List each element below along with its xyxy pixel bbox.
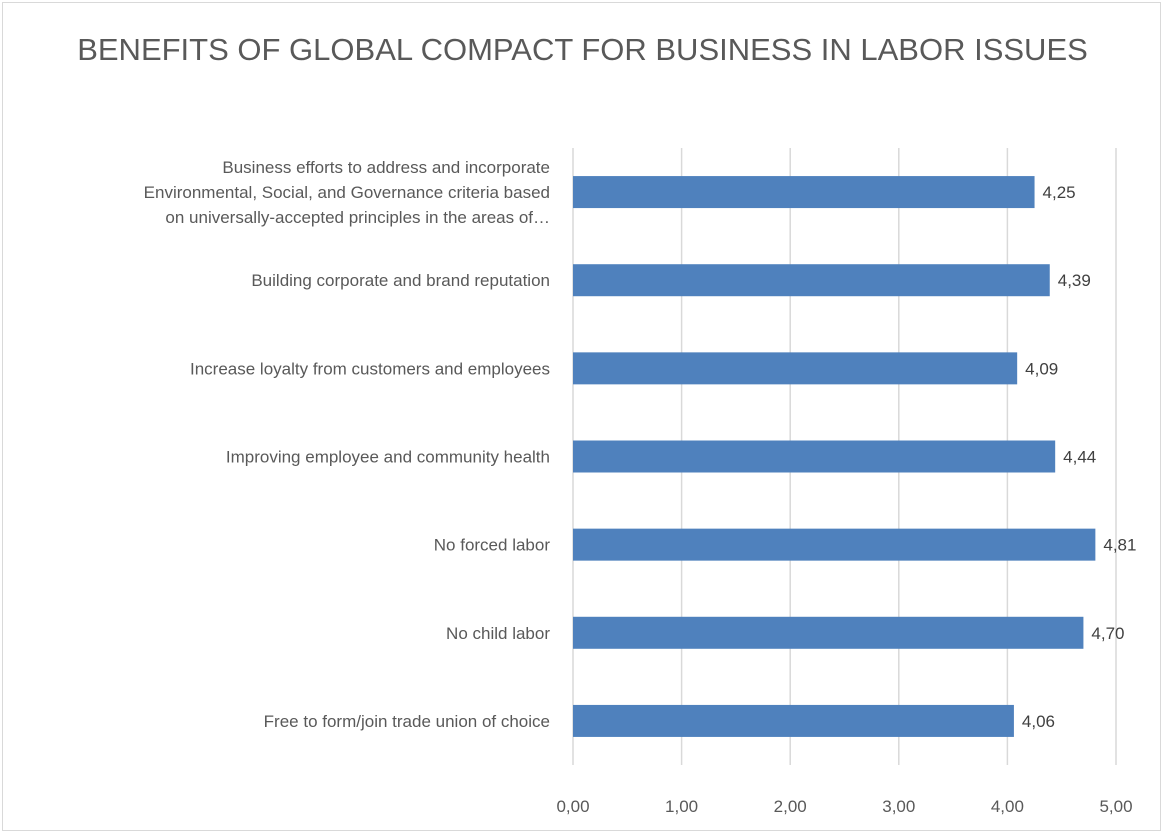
category-label: No forced labor <box>434 536 551 555</box>
category-label: Business efforts to address and incorpor… <box>222 158 550 177</box>
bar <box>573 440 1056 473</box>
category-label: No child labor <box>446 624 550 643</box>
category-label: Environmental, Social, and Governance cr… <box>144 183 550 202</box>
x-tick-label: 4,00 <box>991 797 1024 816</box>
category-label: Increase loyalty from customers and empl… <box>190 359 550 378</box>
data-label: 4,39 <box>1058 271 1091 290</box>
category-label: on universally-accepted principles in th… <box>165 208 550 227</box>
x-axis-ticks: 0,00 1,00 2,00 3,00 4,00 5,00 <box>556 797 1132 816</box>
data-label: 4,81 <box>1103 536 1136 555</box>
data-label: 4,25 <box>1043 183 1076 202</box>
data-label: 4,06 <box>1022 712 1055 731</box>
category-label: Building corporate and brand reputation <box>251 271 550 290</box>
data-labels: 4,25 4,39 4,09 4,44 4,81 4,70 4,06 <box>1022 183 1137 731</box>
bar <box>573 528 1096 561</box>
x-tick-label: 0,00 <box>556 797 589 816</box>
x-tick-label: 5,00 <box>1099 797 1132 816</box>
x-tick-label: 2,00 <box>774 797 807 816</box>
category-label: Improving employee and community health <box>226 448 550 467</box>
data-label: 4,09 <box>1025 359 1058 378</box>
x-tick-label: 1,00 <box>665 797 698 816</box>
category-labels: Business efforts to address and incorpor… <box>144 158 551 731</box>
bar <box>573 176 1035 209</box>
bar <box>573 704 1014 737</box>
category-label: Free to form/join trade union of choice <box>264 712 550 731</box>
bar <box>573 264 1050 297</box>
bar <box>573 352 1018 385</box>
data-label: 4,44 <box>1063 448 1096 467</box>
bar <box>573 616 1084 649</box>
chart-title: BENEFITS OF GLOBAL COMPACT FOR BUSINESS … <box>77 32 1088 67</box>
bars <box>573 176 1096 737</box>
data-label: 4,70 <box>1091 624 1124 643</box>
x-tick-label: 3,00 <box>882 797 915 816</box>
